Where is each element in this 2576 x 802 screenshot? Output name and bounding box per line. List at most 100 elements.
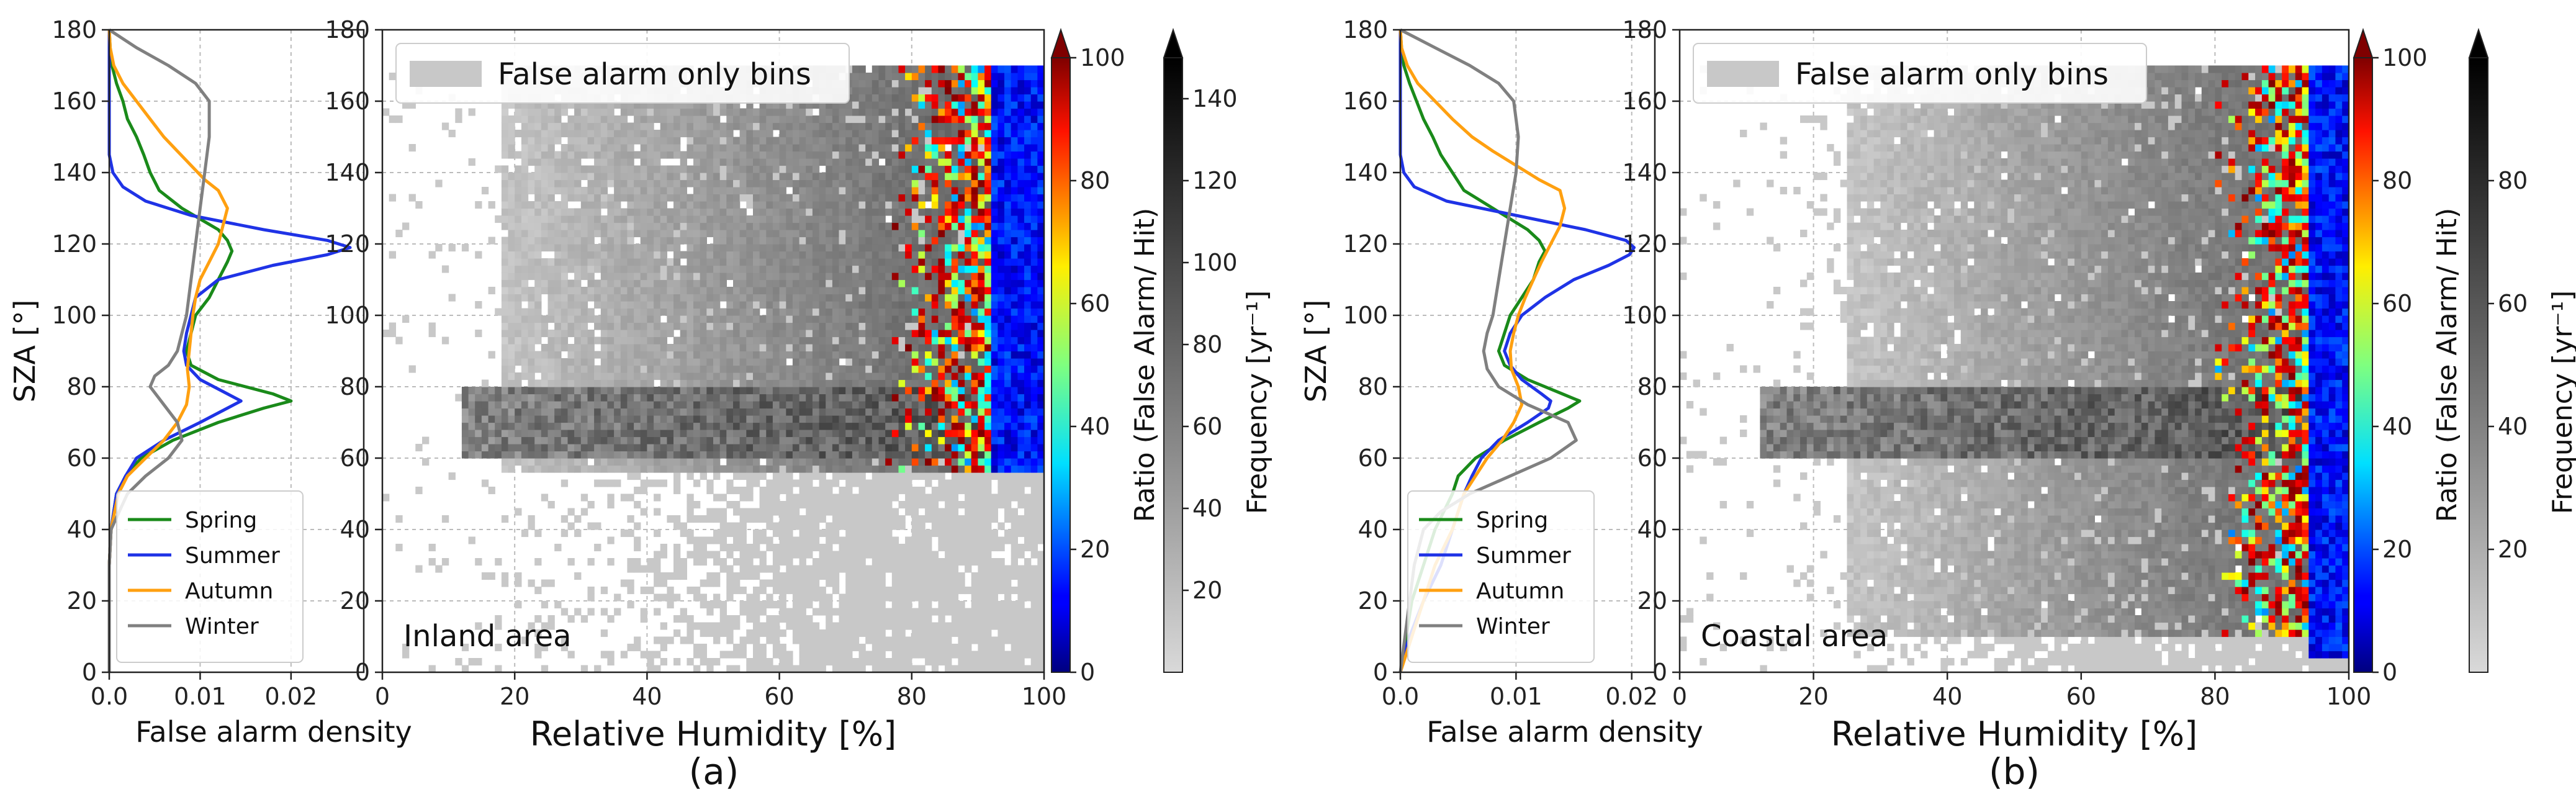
- heatmap-cell: [534, 158, 542, 166]
- heatmap-cell: [667, 344, 674, 352]
- heatmap-cell: [587, 593, 595, 602]
- heatmap-cell: [905, 508, 912, 516]
- heatmap-cell: [534, 422, 542, 430]
- heatmap-cell: [812, 565, 820, 573]
- heatmap-cell: [594, 208, 601, 216]
- heatmap-cell: [819, 315, 826, 323]
- heatmap-cell: [515, 344, 522, 352]
- heatmap-cell: [561, 465, 569, 473]
- heatmap-cell: [713, 415, 721, 423]
- heatmap-cell: [746, 487, 754, 495]
- heatmap-cell: [567, 415, 575, 423]
- heatmap-cell: [832, 179, 840, 187]
- heatmap-cell: [792, 629, 800, 638]
- heatmap-cell: [812, 251, 820, 259]
- heatmap-cell: [547, 115, 555, 124]
- heatmap-cell: [713, 208, 721, 216]
- heatmap-cell: [925, 273, 932, 281]
- heatmap-cell: [746, 394, 754, 402]
- heatmap-cell: [700, 430, 707, 438]
- heatmap-cell: [567, 194, 575, 202]
- heatmap-cell: [620, 430, 628, 438]
- heatmap-cell: [759, 144, 767, 152]
- heatmap-cell: [852, 273, 860, 281]
- heatmap-cell: [528, 365, 535, 373]
- heatmap-cell: [719, 130, 727, 138]
- heatmap-cell: [885, 137, 893, 145]
- heatmap-cell: [726, 215, 734, 223]
- heatmap-cell: [481, 415, 489, 423]
- heatmap-cell: [905, 165, 912, 173]
- heatmap-cell: [799, 322, 806, 330]
- heatmap-cell: [713, 351, 721, 359]
- heatmap-cell: [534, 529, 542, 538]
- heatmap-cell: [938, 230, 945, 238]
- heatmap-cell: [746, 222, 754, 230]
- heatmap-cell: [441, 336, 449, 345]
- heatmap-cell: [534, 458, 542, 466]
- heatmap-cell: [501, 401, 509, 409]
- heatmap-cell: [799, 622, 806, 630]
- heatmap-cell: [515, 237, 522, 245]
- heatmap-cell: [468, 436, 475, 444]
- heatmap-cell: [905, 230, 912, 238]
- heatmap-cell: [931, 665, 939, 673]
- heatmap-cell: [746, 336, 754, 345]
- heatmap-cell: [746, 387, 754, 395]
- heatmap-cell: [719, 415, 727, 423]
- heatmap-cell: [587, 287, 595, 295]
- heatmap-cell: [911, 579, 919, 587]
- heatmap-cell: [580, 273, 588, 281]
- heatmap-cell: [911, 258, 919, 266]
- heatmap-cell: [488, 487, 495, 495]
- heatmap-cell: [561, 387, 569, 395]
- heatmap-cell: [898, 458, 906, 466]
- heatmap-cell: [918, 344, 925, 352]
- heatmap-cell: [878, 344, 886, 352]
- heatmap-cell: [607, 501, 615, 509]
- heatmap-cell: [885, 415, 893, 423]
- heatmap-cell: [812, 451, 820, 459]
- heatmap-cell: [786, 344, 793, 352]
- heatmap-cell: [759, 436, 767, 444]
- heatmap-cell: [878, 601, 886, 609]
- heatmap-cell: [885, 122, 893, 130]
- heatmap-cell: [766, 122, 773, 130]
- heatmap-cell: [660, 415, 667, 423]
- heatmap-cell: [528, 215, 535, 223]
- heatmap-cell: [515, 322, 522, 330]
- heatmap-cell: [660, 479, 667, 487]
- heatmap-cell: [739, 558, 747, 566]
- heatmap-cell: [547, 208, 555, 216]
- heatmap-cell: [561, 372, 569, 381]
- heatmap-cell: [898, 208, 906, 216]
- heatmap-cell: [580, 436, 588, 444]
- heatmap-cell: [726, 258, 734, 266]
- heatmap-cell: [673, 565, 681, 573]
- heatmap-cell: [547, 122, 555, 130]
- heatmap-cell: [845, 336, 853, 345]
- heatmap-cell: [779, 208, 786, 216]
- heatmap-cell: [878, 222, 886, 230]
- heatmap-cell: [687, 330, 694, 338]
- heatmap-cell: [779, 508, 786, 516]
- heatmap-cell: [779, 472, 786, 480]
- heatmap-cell: [693, 436, 701, 444]
- heatmap-cell: [806, 294, 813, 302]
- heatmap-cell: [475, 436, 482, 444]
- heatmap-cell: [660, 215, 667, 223]
- heatmap-cell: [938, 222, 945, 230]
- heatmap-cell: [700, 622, 707, 630]
- heatmap-cell: [647, 287, 654, 295]
- heatmap-cell: [826, 144, 833, 152]
- heatmap-cell: [865, 522, 873, 530]
- heatmap-cell: [799, 279, 806, 287]
- heatmap-cell: [938, 244, 945, 252]
- heatmap-cell: [515, 430, 522, 438]
- heatmap-cell: [521, 365, 529, 373]
- heatmap-cell: [852, 294, 860, 302]
- heatmap-cell: [826, 208, 833, 216]
- heatmap-cell: [461, 444, 469, 452]
- heatmap-cell: [819, 544, 826, 552]
- heatmap-cell: [567, 122, 575, 130]
